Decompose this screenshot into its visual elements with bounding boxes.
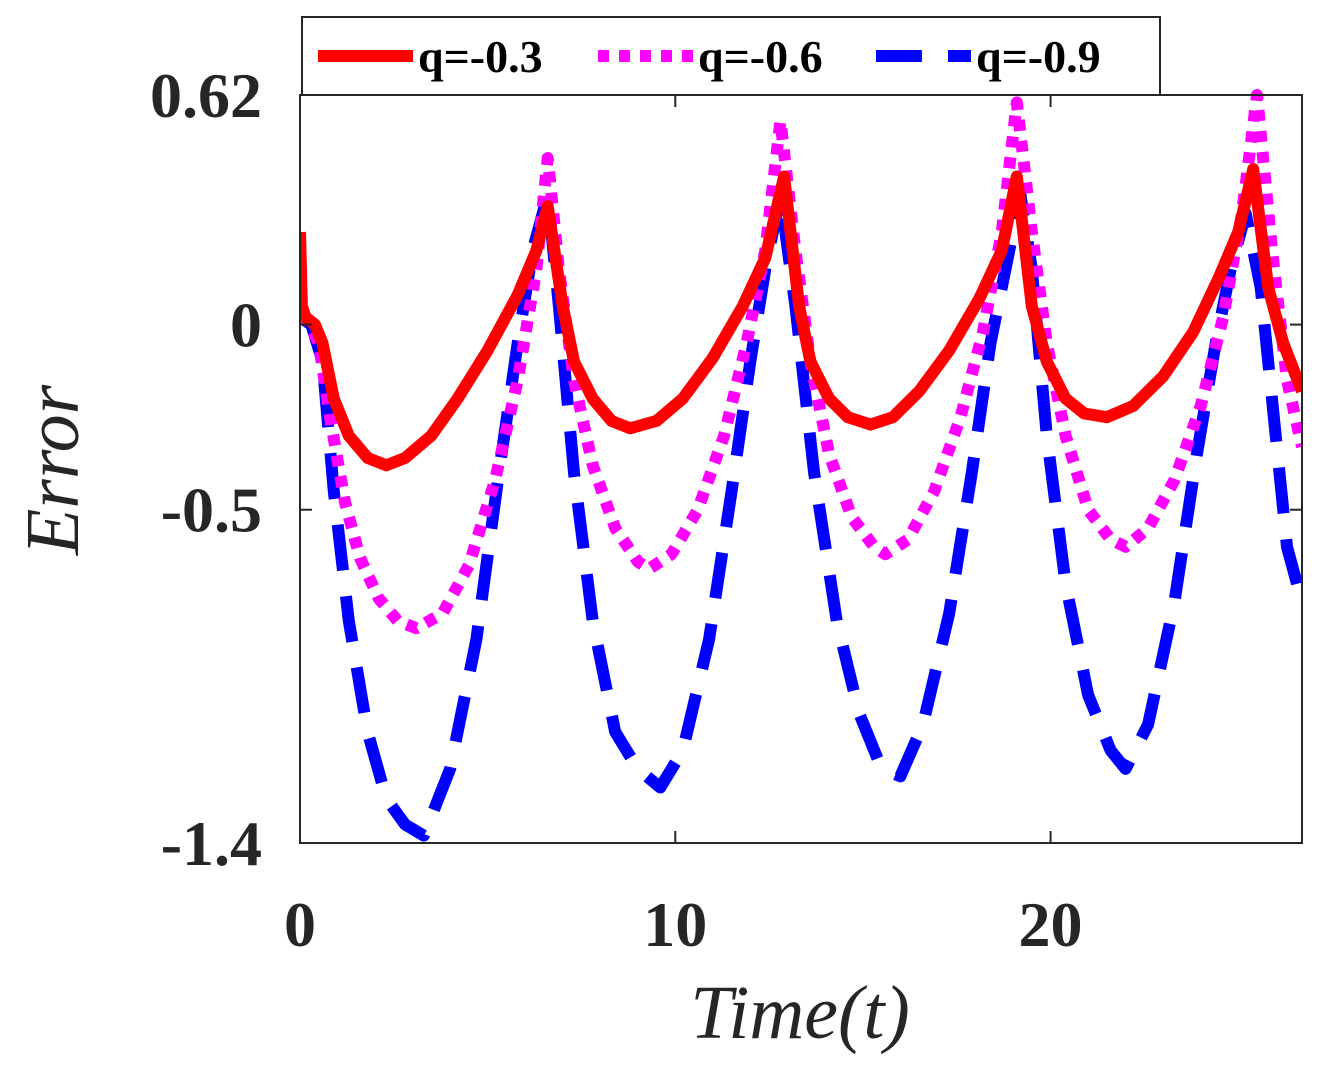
legend-label-series-1: q=-0.3 xyxy=(418,31,543,82)
x-tick-label: 0 xyxy=(284,889,316,960)
series-layer xyxy=(300,89,1302,842)
y-tick-label: -0.5 xyxy=(161,475,262,546)
y-axis-title: Error xyxy=(11,384,95,556)
legend-label-series-2: q=-0.6 xyxy=(698,31,823,82)
y-tick-label: -1.4 xyxy=(161,808,262,879)
axis-ticks: 0 10 20 0.62 0 -0.5 -1.4 xyxy=(150,60,1302,960)
x-tick-label: 10 xyxy=(643,889,707,960)
x-tick-label: 20 xyxy=(1019,889,1083,960)
legend-label-series-3: q=-0.9 xyxy=(976,31,1101,82)
y-tick-label: 0.62 xyxy=(150,60,262,131)
legend: q=-0.3 q=-0.6 q=-0.9 xyxy=(301,16,1161,96)
y-tick-label: 0 xyxy=(230,290,262,361)
series-line-1 xyxy=(300,163,1302,472)
plot-area-frame xyxy=(299,94,1303,844)
x-axis-title: Time(t) xyxy=(690,971,910,1055)
legend-box xyxy=(301,16,1161,96)
